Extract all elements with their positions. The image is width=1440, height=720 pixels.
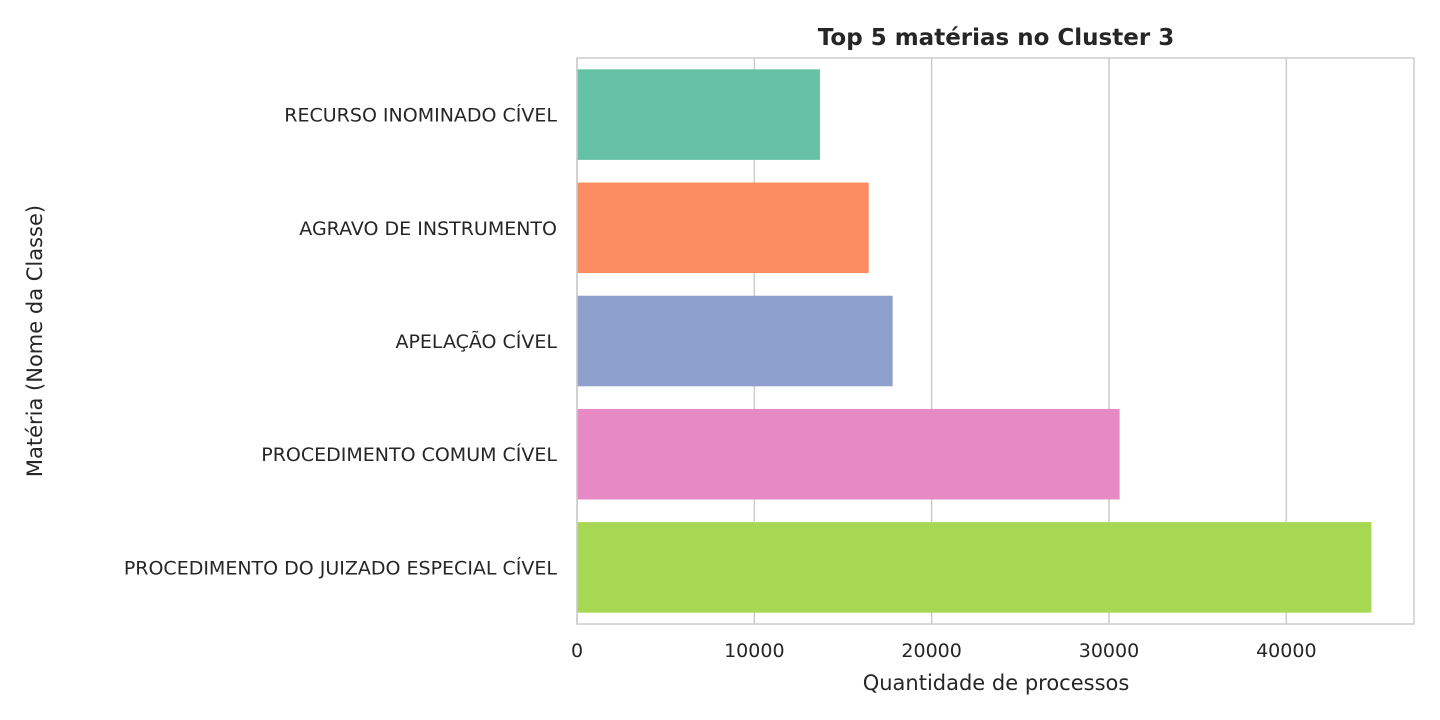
category-label: PROCEDIMENTO DO JUIZADO ESPECIAL CÍVEL: [124, 556, 558, 579]
category-labels: RECURSO INOMINADO CÍVEL AGRAVO DE INSTRUM…: [124, 104, 558, 580]
x-tick-label: 10000: [724, 640, 784, 662]
bar: [577, 522, 1372, 613]
bar: [577, 295, 893, 387]
x-tick-labels: 0 10000 20000 30000 40000: [571, 640, 1317, 662]
bars: [577, 69, 1372, 613]
category-label: RECURSO INOMINADO CÍVEL: [284, 104, 557, 127]
x-tick-label: 20000: [901, 640, 961, 662]
category-label: APELAÇÃO CÍVEL: [395, 330, 557, 353]
bar: [577, 408, 1120, 500]
y-axis-title: Matéria (Nome da Classe): [23, 205, 47, 477]
plot-frame: [576, 57, 1415, 625]
x-axis-title: Quantidade de processos: [863, 671, 1130, 695]
chart-title: Top 5 matérias no Cluster 3: [818, 25, 1174, 51]
x-tick-label: 30000: [1079, 640, 1139, 662]
category-label: PROCEDIMENTO COMUM CÍVEL: [261, 443, 557, 466]
category-label: AGRAVO DE INSTRUMENTO: [299, 218, 557, 240]
x-tick-label: 40000: [1256, 640, 1316, 662]
bar: [577, 182, 869, 274]
x-tick-label: 0: [571, 640, 583, 662]
bar: [577, 69, 820, 160]
